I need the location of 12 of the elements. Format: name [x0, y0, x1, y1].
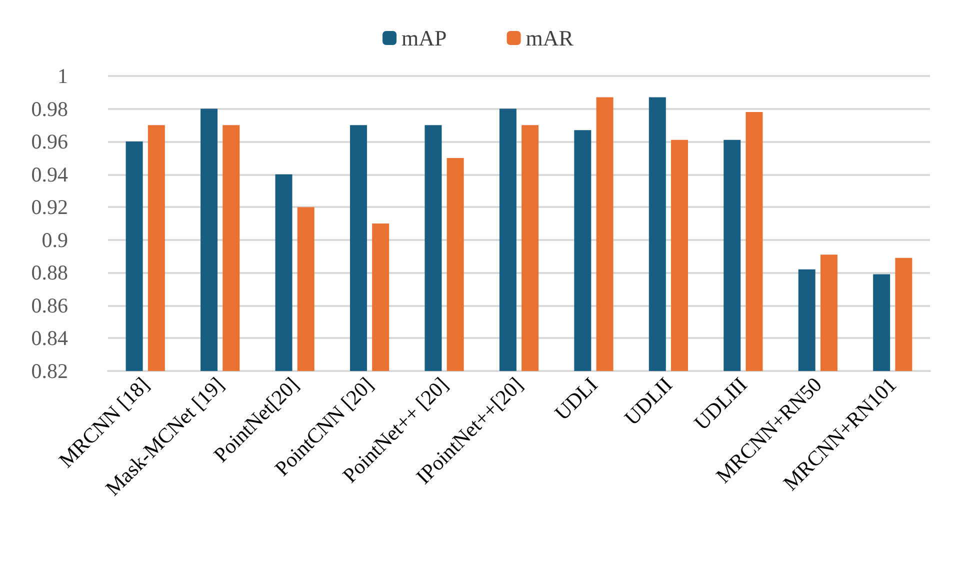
legend-label: mAP [402, 26, 447, 50]
y-tick-label: 1 [58, 64, 68, 88]
y-tick-label: 0.94 [31, 162, 68, 186]
y-tick-label: 0.92 [31, 195, 68, 220]
y-tick-label: 0.88 [31, 260, 68, 285]
y-tick-label: 0.82 [31, 359, 68, 383]
y-tick-label: 0.96 [31, 130, 68, 154]
y-tick-label: 0.84 [31, 326, 68, 350]
y-tick-label: 0.98 [31, 96, 68, 121]
y-tick-label: 0.9 [42, 228, 68, 252]
legend-label: mAR [526, 26, 574, 50]
y-tick-label: 0.86 [31, 293, 68, 318]
